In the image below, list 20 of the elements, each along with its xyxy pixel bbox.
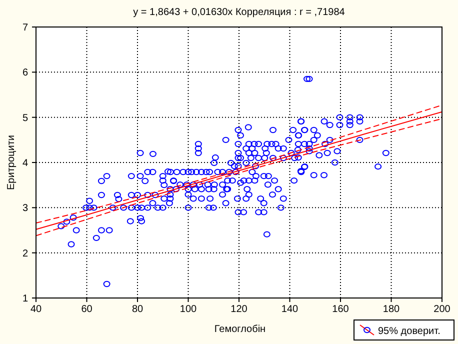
y-tick-label: 4 [22,158,28,169]
y-tick-label: 3 [22,203,28,214]
x-tick-label: 120 [230,304,248,315]
x-tick-label: 100 [180,304,198,315]
x-tick-label: 40 [30,304,42,315]
y-tick-label: 5 [22,112,28,124]
x-tick-label: 60 [81,304,93,315]
chart-title: y = 1,8643 + 0,01630x Корреляция : r = ,71984 [133,7,346,18]
y-tick-label: 2 [22,248,28,260]
x-tick-label: 180 [382,304,400,315]
y-axis-title: Еритроцити [6,135,17,190]
y-tick-label: 6 [22,68,28,79]
x-tick-label: 200 [434,304,451,315]
x-tick-label: 160 [332,304,350,315]
x-tick-label: 80 [132,304,144,315]
x-tick-label: 140 [281,304,299,315]
y-tick-label: 7 [22,22,28,34]
x-axis-title: Гемоглобін [214,324,266,335]
y-tick-label: 1 [22,294,28,304]
legend-label: 95% доверит. [378,326,440,337]
